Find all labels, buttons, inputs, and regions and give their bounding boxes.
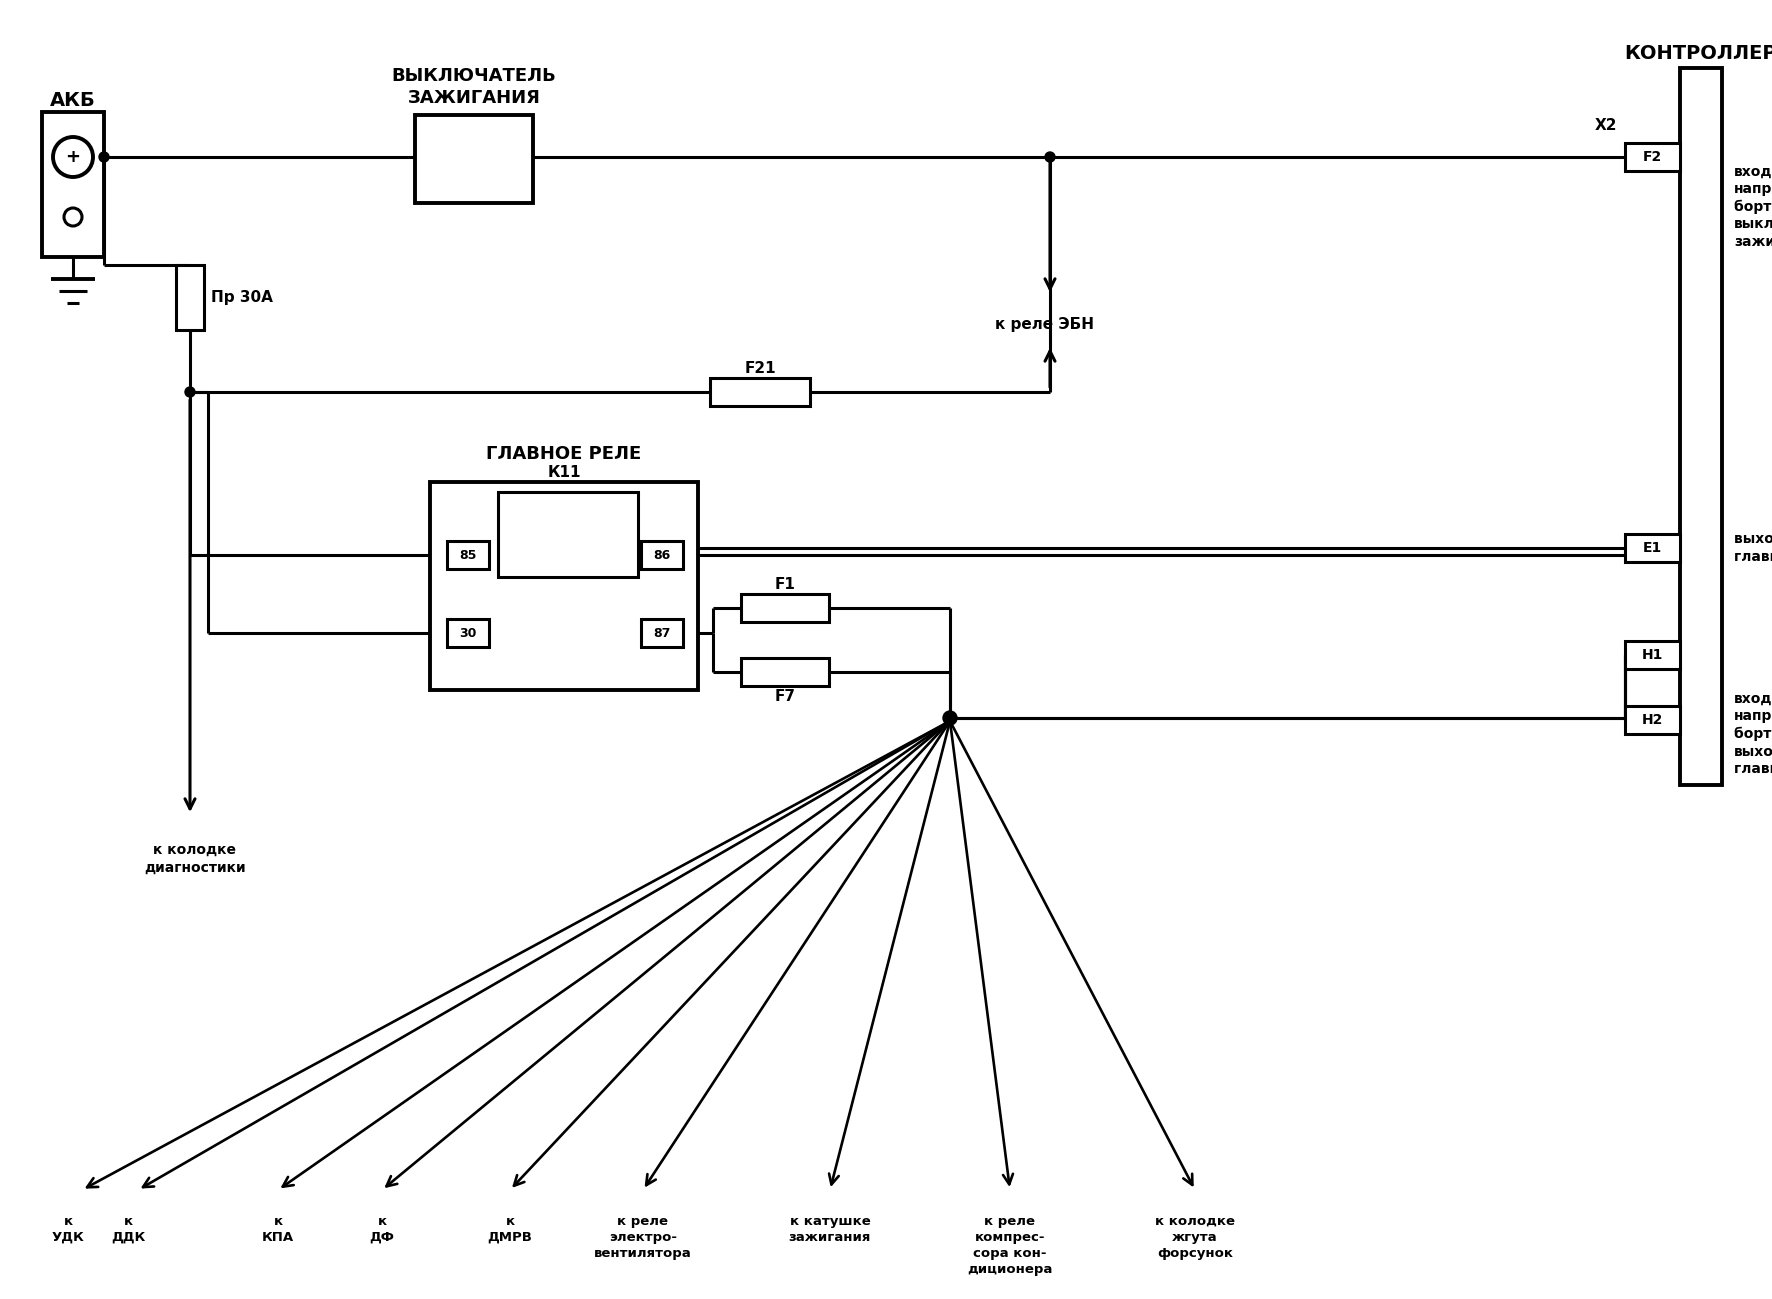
Text: +: +: [66, 148, 80, 166]
Bar: [431, 482, 698, 690]
Text: к катушке
зажигания: к катушке зажигания: [789, 1215, 872, 1244]
Text: к
УДК: к УДК: [51, 1215, 85, 1244]
Text: F1: F1: [774, 577, 796, 591]
Text: ВЫКЛЮЧАТЕЛЬ
ЗАЖИГАНИЯ: ВЫКЛЮЧАТЕЛЬ ЗАЖИГАНИЯ: [392, 68, 556, 107]
Circle shape: [943, 711, 957, 725]
Text: H1: H1: [1641, 648, 1662, 662]
Bar: [1625, 705, 1680, 734]
Circle shape: [1045, 152, 1054, 162]
Bar: [175, 265, 204, 330]
Bar: [43, 112, 105, 257]
Text: к колодке
диагностики: к колодке диагностики: [144, 843, 246, 874]
Bar: [641, 540, 682, 569]
Bar: [741, 659, 829, 686]
Circle shape: [99, 152, 110, 162]
Circle shape: [184, 387, 195, 397]
Text: К11: К11: [548, 465, 581, 479]
Text: F7: F7: [774, 688, 796, 704]
Text: к
КПА: к КПА: [262, 1215, 294, 1244]
Text: к реле
компрес-
сора кон-
диционера: к реле компрес- сора кон- диционера: [968, 1215, 1053, 1276]
Text: к реле
электро-
вентилятора: к реле электро- вентилятора: [594, 1215, 691, 1260]
Text: к реле ЭБН: к реле ЭБН: [996, 317, 1095, 333]
Bar: [1625, 640, 1680, 669]
Bar: [447, 620, 489, 647]
Text: 30: 30: [459, 626, 477, 639]
Bar: [1680, 68, 1722, 785]
Text: АКБ: АКБ: [50, 91, 96, 109]
Text: к
ДДК: к ДДК: [112, 1215, 145, 1244]
Text: КОНТРОЛЛЕР: КОНТРОЛЛЕР: [1625, 43, 1772, 62]
Text: к
ДМРВ: к ДМРВ: [487, 1215, 532, 1244]
Text: ГЛАВНОЕ РЕЛЕ: ГЛАВНОЕ РЕЛЕ: [486, 446, 641, 462]
Text: к колодке
жгута
форсунок: к колодке жгута форсунок: [1155, 1215, 1235, 1260]
Text: Х2: Х2: [1595, 118, 1618, 132]
Text: Пр 30А: Пр 30А: [211, 290, 273, 304]
Bar: [741, 594, 829, 622]
Text: вход
напряжения
бортсети на
выходе
главного реле: вход напряжения бортсети на выходе главн…: [1735, 692, 1772, 776]
Bar: [1625, 143, 1680, 171]
Bar: [711, 378, 810, 407]
Text: H2: H2: [1641, 713, 1662, 727]
Text: 85: 85: [459, 548, 477, 561]
Text: F2: F2: [1643, 149, 1662, 164]
Bar: [641, 620, 682, 647]
Bar: [1625, 534, 1680, 562]
Text: выход управ.
главным реле: выход управ. главным реле: [1735, 533, 1772, 564]
Text: F21: F21: [744, 361, 776, 375]
Text: E1: E1: [1643, 540, 1662, 555]
Text: к
ДФ: к ДФ: [370, 1215, 395, 1244]
Text: 86: 86: [654, 548, 670, 561]
Bar: [498, 492, 638, 577]
Bar: [415, 116, 533, 203]
Bar: [447, 540, 489, 569]
Text: 87: 87: [654, 626, 670, 639]
Text: вход
напряжения
бортсети от
выключателя
зажигания: вход напряжения бортсети от выключателя …: [1735, 165, 1772, 248]
